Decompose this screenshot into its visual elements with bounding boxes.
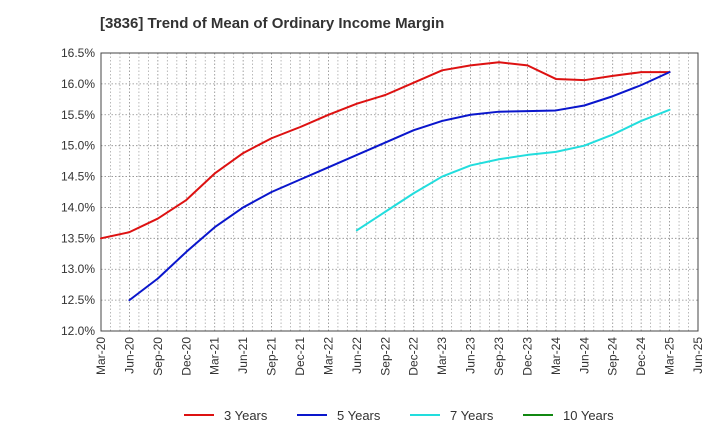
series-line-3-years (100, 61, 671, 240)
y-tick-label: 16.5% (61, 46, 95, 60)
y-tick-label: 14.5% (61, 170, 95, 184)
x-tick-label: Dec-23 (520, 337, 534, 376)
plot-border (100, 52, 699, 332)
y-tick-label: 13.0% (61, 262, 95, 276)
x-tick-label: Sep-24 (606, 337, 620, 376)
x-tick-label: Mar-21 (208, 337, 222, 375)
chart-title: [3836] Trend of Mean of Ordinary Income … (100, 15, 445, 32)
legend-label: 3 Years (224, 408, 268, 423)
x-tick-label: Mar-25 (663, 337, 677, 375)
series-line-7-years (355, 108, 671, 232)
x-tick-label: Mar-20 (94, 337, 108, 375)
x-tick-label: Dec-21 (293, 337, 307, 376)
y-tick-label: 12.0% (61, 324, 95, 338)
x-tick-label: Sep-20 (151, 337, 165, 376)
x-tick-label: Dec-20 (179, 337, 193, 376)
y-tick-label: 14.0% (61, 200, 95, 214)
legend-label: 10 Years (563, 408, 614, 423)
x-tick-label: Jun-22 (350, 337, 364, 374)
x-tick-label: Jun-20 (122, 337, 136, 374)
x-tick-label: Mar-23 (435, 337, 449, 375)
x-tick-label: Mar-24 (549, 337, 563, 375)
x-tick-label: Sep-22 (378, 337, 392, 376)
y-tick-label: 12.5% (61, 293, 95, 307)
y-tick-label: 15.0% (61, 139, 95, 153)
series-line-5-years (128, 71, 671, 302)
x-tick-label: Dec-24 (634, 337, 648, 376)
x-tick-label: Jun-25 (691, 337, 705, 374)
x-tick-label: Mar-22 (321, 337, 335, 375)
x-tick-label: Dec-22 (407, 337, 421, 376)
x-tick-label: Jun-24 (577, 337, 591, 374)
legend-label: 7 Years (450, 408, 494, 423)
x-tick-label: Sep-23 (492, 337, 506, 376)
legend-label: 5 Years (337, 408, 381, 423)
y-tick-label: 13.5% (61, 231, 95, 245)
x-tick-label: Jun-23 (464, 337, 478, 374)
plot-area (101, 53, 698, 331)
x-tick-label: Sep-21 (265, 337, 279, 376)
x-tick-label: Jun-21 (236, 337, 250, 374)
y-tick-label: 15.5% (61, 108, 95, 122)
y-tick-label: 16.0% (61, 77, 95, 91)
